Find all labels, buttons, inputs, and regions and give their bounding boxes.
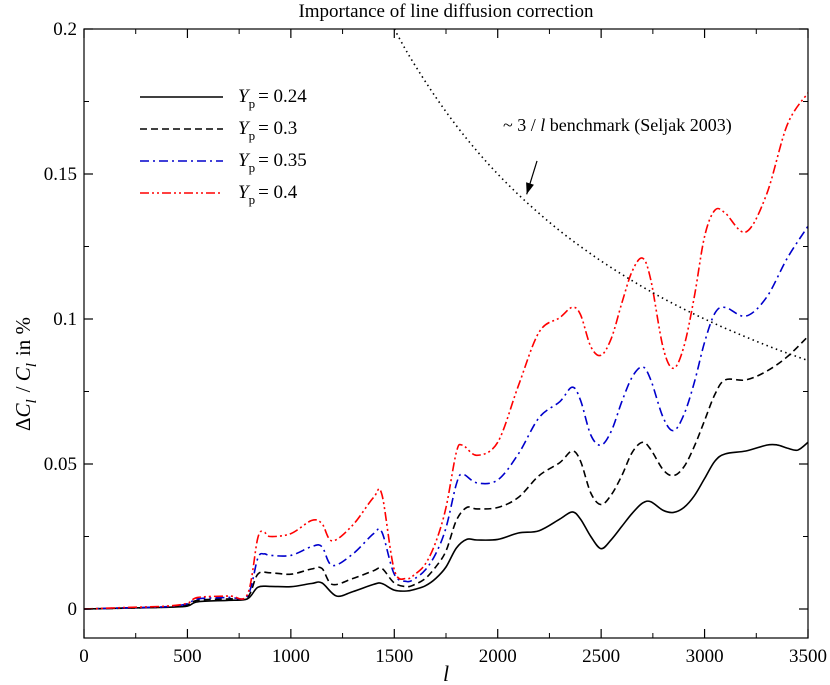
x-axis-label: l — [443, 661, 449, 685]
x-tick-label: 3500 — [789, 646, 827, 667]
series-line-5 — [393, 29, 808, 362]
legend-label: Yp = 0.35 — [238, 150, 307, 175]
x-tick-label: 2000 — [479, 646, 517, 667]
y-tick-label: 0.1 — [53, 309, 77, 330]
x-tick-label: 0 — [79, 646, 89, 667]
y-tick-label: 0 — [68, 599, 78, 620]
series-line-4 — [84, 92, 808, 610]
y-axis-label: ΔCl / Cl in % — [11, 317, 40, 431]
x-tick-label: 500 — [173, 646, 202, 667]
y-tick-label: 0.05 — [44, 454, 77, 475]
x-tick-label: 1000 — [272, 646, 310, 667]
benchmark-annotation: ~ 3 / l benchmark (Seljak 2003) — [503, 115, 732, 195]
series-line-1 — [84, 441, 808, 610]
legend-label: Yp = 0.24 — [238, 86, 307, 111]
chart-title: Importance of line diffusion correction — [298, 1, 594, 22]
annotation-text: ~ 3 / l benchmark (Seljak 2003) — [503, 115, 732, 136]
y-axis-label-text: ΔCl / Cl in % — [11, 317, 40, 431]
y-tick-label: 0.15 — [44, 164, 77, 185]
legend-label: Yp = 0.3 — [238, 118, 297, 143]
series-line-3 — [84, 225, 808, 610]
x-tick-label: 3000 — [686, 646, 724, 667]
series-layer — [84, 29, 808, 610]
series-line-2 — [84, 335, 808, 610]
x-tick-label: 2500 — [582, 646, 620, 667]
annotation-arrowhead — [526, 182, 534, 195]
y-tick-label: 0.2 — [53, 19, 77, 40]
legend: Yp = 0.24 Yp = 0.3 Yp = 0.35 Yp = 0.4 — [140, 86, 307, 207]
x-tick-label: 1500 — [375, 646, 413, 667]
ticks-layer: 0 500 1000 1500 2000 2500 3000 3500 0 0.05 0.1 0.15… — [44, 19, 827, 667]
legend-label: Yp = 0.4 — [238, 182, 298, 207]
